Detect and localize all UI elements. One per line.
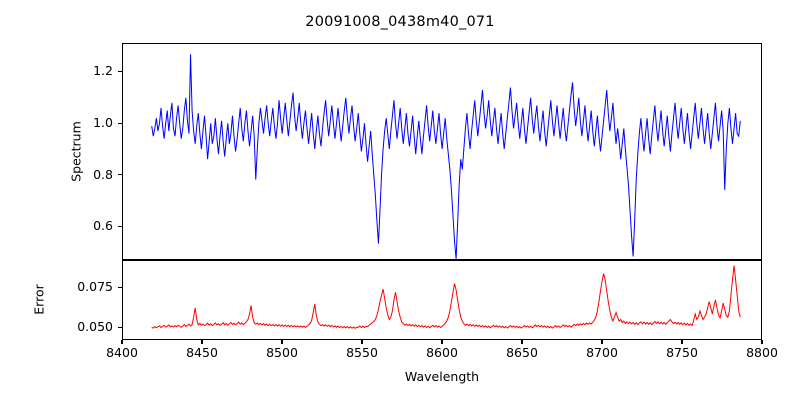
error-plot-area bbox=[123, 261, 761, 339]
x-tick-mark bbox=[521, 340, 523, 344]
spectrum-plot-area bbox=[123, 44, 761, 259]
spectrum-y-axis-label: Spectrum bbox=[68, 121, 84, 182]
x-tick-label: 8750 bbox=[666, 345, 698, 360]
spectrum-y-tick-label: 1.2 bbox=[93, 63, 113, 79]
x-tick-mark bbox=[601, 340, 603, 344]
spectrum-y-tick-mark bbox=[118, 225, 122, 227]
x-tick-label: 8550 bbox=[346, 345, 378, 360]
x-tick-label: 8500 bbox=[266, 345, 298, 360]
x-tick-mark bbox=[121, 340, 123, 344]
x-tick-label: 8450 bbox=[186, 345, 218, 360]
x-tick-label: 8800 bbox=[746, 345, 778, 360]
x-tick-mark bbox=[441, 340, 443, 344]
x-axis-label: Wavelength bbox=[404, 369, 480, 384]
x-tick-mark bbox=[201, 340, 203, 344]
spectrum-y-tick-label: 0.6 bbox=[93, 218, 113, 234]
spectrum-y-tick-mark bbox=[118, 70, 122, 72]
spectrum-y-tick-mark bbox=[118, 174, 122, 176]
x-tick-mark bbox=[681, 340, 683, 344]
error-y-tick-label: 0.075 bbox=[77, 279, 113, 295]
x-tick-mark bbox=[361, 340, 363, 344]
x-tick-label: 8600 bbox=[426, 345, 458, 360]
x-tick-label: 8700 bbox=[586, 345, 618, 360]
x-tick-mark bbox=[761, 340, 763, 344]
x-tick-label: 8400 bbox=[106, 345, 138, 360]
spectrum-y-tick-label: 1.0 bbox=[93, 115, 113, 131]
error-y-tick-label: 0.050 bbox=[77, 319, 113, 335]
x-tick-mark bbox=[281, 340, 283, 344]
error-y-axis-label: Error bbox=[31, 284, 47, 315]
spectrum-y-tick-label: 0.8 bbox=[93, 166, 113, 182]
error-y-tick-mark bbox=[118, 326, 122, 328]
spectrum-y-tick-mark bbox=[118, 122, 122, 124]
error-y-tick-mark bbox=[118, 286, 122, 288]
spectrum-axes bbox=[122, 43, 762, 260]
error-line bbox=[152, 266, 741, 329]
spectrum-line bbox=[152, 54, 741, 259]
figure-title: 20091008_0438m40_071 bbox=[305, 14, 495, 30]
error-axes bbox=[122, 260, 762, 340]
x-tick-label: 8650 bbox=[506, 345, 538, 360]
